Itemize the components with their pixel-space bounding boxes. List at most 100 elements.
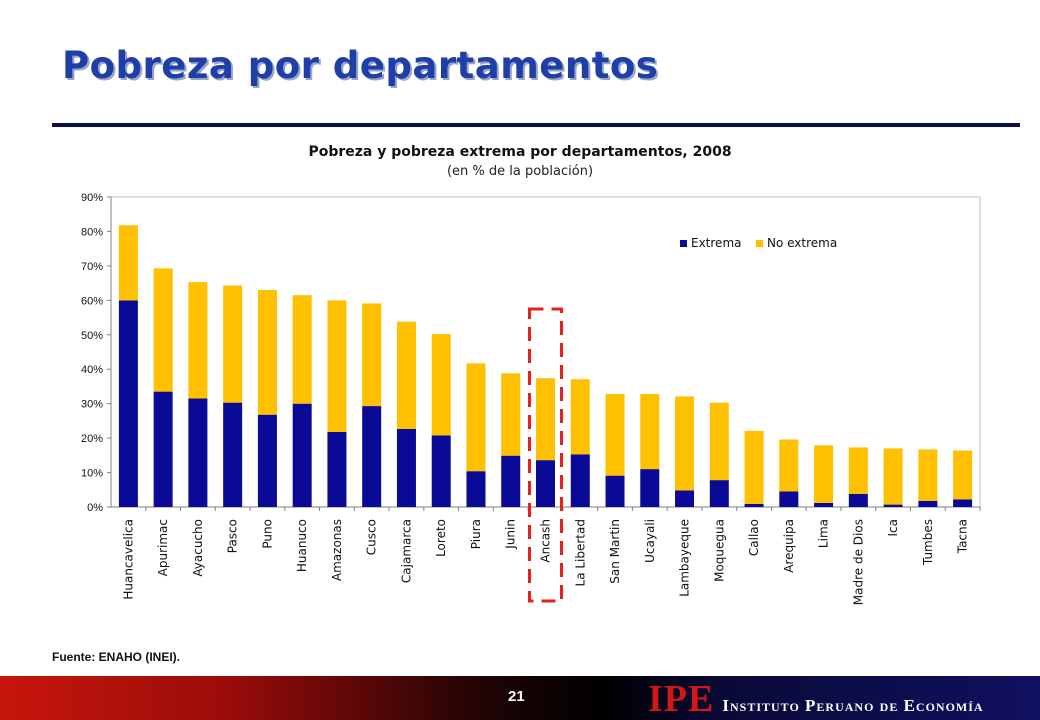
x-tick-label: Tacna — [956, 519, 970, 554]
bar-extrema — [605, 475, 625, 507]
legend-label-no-extrema: No extrema — [767, 236, 837, 250]
x-tick-label: Pasco — [226, 519, 240, 553]
y-tick-label: 60% — [81, 295, 103, 307]
bar-no-extrema — [744, 430, 764, 504]
bar-extrema — [744, 503, 764, 507]
bar-extrema — [431, 435, 451, 507]
x-tick-label: Ayacucho — [191, 519, 205, 577]
y-tick-label: 30% — [81, 399, 103, 411]
bar-extrema — [814, 502, 834, 507]
x-tick-label: Cajamarca — [399, 519, 413, 583]
x-tick-label: Tumbes — [921, 519, 935, 566]
chart-title: Pobreza y pobreza extrema por departamen… — [308, 144, 732, 160]
x-tick-label: Apurimac — [156, 519, 170, 576]
x-tick-label: Ancash — [539, 519, 553, 563]
bar-no-extrema — [431, 334, 451, 436]
bar-no-extrema — [814, 445, 834, 503]
source-note: Fuente: ENAHO (INEI). — [52, 650, 180, 664]
bar-no-extrema — [223, 285, 243, 403]
y-tick-label: 70% — [81, 261, 103, 273]
bar-no-extrema — [883, 448, 903, 505]
y-tick-label: 90% — [81, 192, 103, 204]
bar-no-extrema — [779, 439, 799, 492]
bar-extrema — [188, 398, 208, 507]
bar-extrema — [709, 480, 729, 507]
bar-no-extrema — [536, 378, 555, 461]
y-tick-label: 50% — [81, 330, 103, 342]
bar-no-extrema — [396, 321, 416, 429]
y-tick-label: 0% — [87, 502, 103, 514]
x-tick-label: Huanuco — [295, 519, 309, 572]
page-number: 21 — [508, 688, 525, 705]
x-tick-label: Madre de Dios — [851, 519, 865, 605]
bar-extrema — [501, 455, 521, 507]
chart-subtitle: (en % de la población) — [446, 164, 594, 179]
bar-no-extrema — [153, 268, 173, 392]
bar-extrema — [883, 504, 903, 507]
bar-no-extrema — [466, 363, 486, 472]
stacked-bar-chart: 0% 10% 20% 30% 40% 50% 60% 70% 80% 90% Huancavelic… — [81, 192, 981, 605]
bar-no-extrema — [640, 394, 660, 470]
bar-extrema — [466, 471, 486, 507]
bar-no-extrema — [362, 303, 382, 407]
x-tick-label: Junin — [504, 519, 518, 550]
bar-no-extrema — [605, 394, 625, 476]
bar-extrema — [292, 403, 312, 507]
bar-no-extrema — [570, 379, 590, 455]
slide-title: Pobreza por departamentos — [62, 44, 659, 87]
bar-extrema — [118, 300, 138, 507]
x-tick-label: Amazonas — [330, 519, 344, 581]
bar-extrema — [640, 469, 660, 507]
x-tick-label: San Martin — [608, 519, 622, 584]
bar-extrema — [153, 391, 173, 507]
ipe-logo: IPE Instituto Peruano de Economía — [648, 680, 984, 718]
bar-extrema — [396, 428, 416, 507]
logo-mark: IPE — [648, 678, 715, 720]
bar-no-extrema — [953, 450, 973, 500]
legend-swatch-no-extrema — [756, 240, 763, 247]
bar-no-extrema — [118, 225, 138, 301]
legend-label-extrema: Extrema — [691, 236, 741, 250]
bar-no-extrema — [188, 282, 208, 399]
bar-no-extrema — [292, 295, 312, 404]
highlight-box-ancash — [528, 307, 563, 603]
bar-extrema — [223, 402, 243, 507]
bar-extrema — [918, 500, 938, 507]
x-tick-label: Huancavelica — [121, 519, 135, 600]
x-tick-label: Puno — [260, 519, 274, 549]
bar-extrema — [327, 431, 347, 507]
x-tick-label: Loreto — [434, 519, 448, 557]
bar-extrema — [675, 490, 695, 507]
x-tick-label: Ucayali — [643, 519, 657, 563]
y-tick-label: 20% — [81, 433, 103, 445]
bar-no-extrema — [257, 290, 277, 415]
y-tick-label: 10% — [81, 468, 103, 480]
x-tick-label: Ica — [886, 519, 900, 537]
bar-extrema — [779, 491, 799, 507]
y-tick-label: 40% — [81, 364, 103, 376]
x-tick-label: Piura — [469, 519, 483, 549]
legend-swatch-extrema — [680, 240, 687, 247]
bar-extrema — [953, 499, 973, 507]
bar-extrema — [536, 460, 555, 507]
bar-extrema — [257, 414, 277, 507]
y-tick-label: 80% — [81, 226, 103, 238]
bar-no-extrema — [327, 300, 347, 432]
x-tick-label: Cusco — [365, 519, 379, 555]
bar-no-extrema — [675, 396, 695, 491]
x-tick-label: La Libertad — [573, 519, 587, 586]
title-divider — [52, 123, 1020, 127]
logo-text: Instituto Peruano de Economía — [722, 696, 984, 715]
footer-bar — [0, 676, 1040, 720]
bar-extrema — [362, 406, 382, 507]
bar-extrema — [848, 493, 868, 507]
x-tick-label: Moquegua — [712, 519, 726, 582]
x-tick-label: Lima — [817, 519, 831, 548]
bar-no-extrema — [848, 447, 868, 494]
x-tick-label: Callao — [747, 519, 761, 556]
bar-extrema — [570, 454, 590, 507]
bar-no-extrema — [709, 402, 729, 481]
bar-no-extrema — [918, 449, 938, 501]
x-tick-label: Lambayeque — [678, 519, 692, 597]
x-tick-label: Arequipa — [782, 519, 796, 573]
